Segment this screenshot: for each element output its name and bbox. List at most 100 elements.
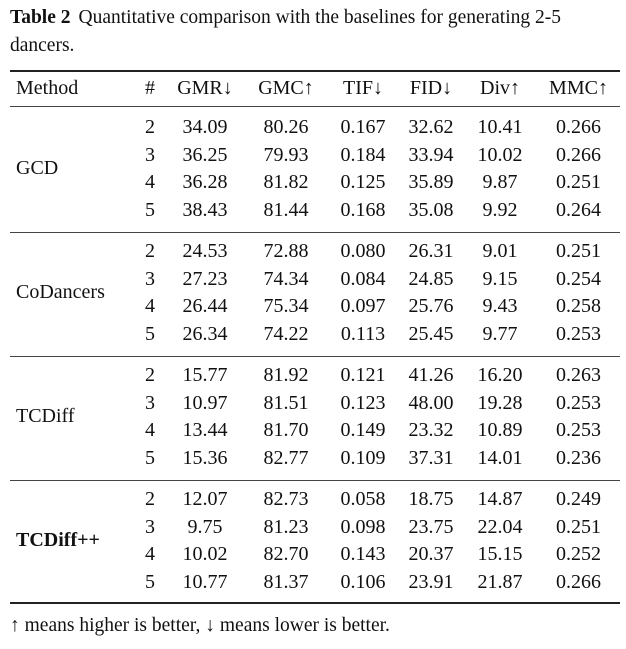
table-cell: 5 xyxy=(145,322,155,345)
method-name: CoDancers xyxy=(16,281,105,304)
table-cell: 19.28 xyxy=(477,391,523,414)
table-cell: 33.94 xyxy=(408,143,454,166)
table-cell: 26.34 xyxy=(182,322,228,345)
table-cell: 80.26 xyxy=(263,116,309,138)
table-cell: 81.37 xyxy=(263,570,309,593)
table-cell: 20.37 xyxy=(408,543,454,565)
table-cell: 2 xyxy=(145,116,155,138)
table-cell: 0.098 xyxy=(340,515,386,538)
table-cell: 24.53 xyxy=(182,240,228,262)
column-header: FID↓ xyxy=(409,77,453,99)
method-name: GCD xyxy=(16,157,59,180)
table-cell: 32.62 xyxy=(408,116,454,138)
table-cell: 0.253 xyxy=(556,322,601,345)
table-cell: 81.44 xyxy=(263,198,309,221)
table-cell: 81.82 xyxy=(263,171,309,193)
group-rule xyxy=(10,356,620,358)
table-cell: 3 xyxy=(145,143,155,166)
table-cell: 0.264 xyxy=(556,198,601,221)
group-rule xyxy=(10,232,620,234)
table-cell: 74.34 xyxy=(263,267,309,290)
table-cell: 23.91 xyxy=(408,570,454,593)
table-cell: 79.93 xyxy=(263,143,309,166)
column-header: MMC↑ xyxy=(549,77,608,99)
table-cell: 34.09 xyxy=(182,116,228,138)
table-cell: 81.51 xyxy=(263,391,309,414)
table-cell: 9.75 xyxy=(187,515,223,538)
table-cell: 35.08 xyxy=(408,198,454,221)
table-cell: 72.88 xyxy=(263,240,309,262)
method-group: TCDiff 2 15.77 81.92 0.121 41.26 16.20 0.263 3 10… xyxy=(10,362,620,472)
method-group: GCD 2 34.09 80.26 0.167 32.62 10.41 0.266 3 36.25… xyxy=(10,114,620,224)
table-cell: 23.32 xyxy=(408,419,454,441)
table-cell: 10.77 xyxy=(182,570,228,593)
table-cell: 26.44 xyxy=(182,295,228,317)
table-cell: 9.15 xyxy=(482,267,518,290)
method-group: TCDiff++ 2 12.07 82.73 0.058 18.75 14.87 0.249 3… xyxy=(10,486,620,596)
method-group: CoDancers 2 24.53 72.88 0.080 26.31 9.01 0.251 3… xyxy=(10,238,620,348)
table-cell: 82.77 xyxy=(263,446,309,469)
table-cell: 0.167 xyxy=(340,116,386,138)
table-cell: 0.258 xyxy=(556,295,601,317)
table-cell: 4 xyxy=(145,419,155,441)
table-cell: 0.236 xyxy=(556,446,601,469)
table-cell: 9.01 xyxy=(482,240,518,262)
table-cell: 4 xyxy=(145,171,155,193)
group-rule xyxy=(10,480,620,482)
table-cell: 26.31 xyxy=(408,240,454,262)
table-cell: 13.44 xyxy=(182,419,228,441)
column-header: GMC↑ xyxy=(258,77,314,99)
table-cell: 5 xyxy=(145,198,155,221)
method-name: TCDiff++ xyxy=(16,529,100,552)
table-cell: 0.263 xyxy=(556,364,601,386)
table-cell: 75.34 xyxy=(263,295,309,317)
caption-text: Quantitative comparison with the baselin… xyxy=(10,7,561,56)
table-cell: 0.253 xyxy=(556,419,601,441)
table-cell: 0.125 xyxy=(340,171,386,193)
table-cell: 21.87 xyxy=(477,570,523,593)
table-cell: 0.106 xyxy=(340,570,386,593)
table-cell: 5 xyxy=(145,570,155,593)
table-cell: 9.92 xyxy=(482,198,518,221)
table-cell: 10.41 xyxy=(477,116,523,138)
table-cell: 0.251 xyxy=(556,171,601,193)
table-cell: 0.080 xyxy=(340,240,386,262)
table-cell: 15.77 xyxy=(182,364,228,386)
table-cell: 15.36 xyxy=(182,446,228,469)
table-cell: 14.01 xyxy=(477,446,523,469)
table-cell: 23.75 xyxy=(408,515,454,538)
table-cell: 18.75 xyxy=(408,488,454,510)
table-cell: 38.43 xyxy=(182,198,228,221)
table-cell: 81.70 xyxy=(263,419,309,441)
bottom-rule xyxy=(10,602,620,604)
table-cell: 16.20 xyxy=(477,364,523,386)
table-cell: 9.77 xyxy=(482,322,518,345)
table-cell: 35.89 xyxy=(408,171,454,193)
table-cell: 9.87 xyxy=(482,171,518,193)
table-cell: 81.92 xyxy=(263,364,309,386)
table-cell: 3 xyxy=(145,267,155,290)
table-cell: 0.143 xyxy=(340,543,386,565)
table-caption: Table 2 Quantitative comparison with the … xyxy=(10,4,620,60)
column-header: GMR↓ xyxy=(177,77,233,99)
table-cell: 0.113 xyxy=(340,322,386,345)
table-cell: 0.254 xyxy=(556,267,601,290)
column-header: # xyxy=(145,77,155,99)
table-cell: 3 xyxy=(145,391,155,414)
table-cell: 0.249 xyxy=(556,488,601,510)
table-cell: 48.00 xyxy=(408,391,454,414)
table-cell: 9.43 xyxy=(482,295,518,317)
table-cell: 41.26 xyxy=(408,364,454,386)
table-cell: 10.89 xyxy=(477,419,523,441)
table-cell: 0.253 xyxy=(556,391,601,414)
table-cell: 0.109 xyxy=(340,446,386,469)
table-header: Method # GMR↓ GMC↑ TIF↓ FID↓ Div↑ MMC↑ xyxy=(10,75,620,103)
table-cell: 82.73 xyxy=(263,488,309,510)
table-cell: 0.149 xyxy=(340,419,386,441)
table-cell: 4 xyxy=(145,543,155,565)
table-cell: 10.02 xyxy=(477,143,523,166)
table-cell: 12.07 xyxy=(182,488,228,510)
column-header: Div↑ xyxy=(480,77,520,99)
column-header: Method xyxy=(16,77,79,99)
table-cell: 2 xyxy=(145,240,155,262)
